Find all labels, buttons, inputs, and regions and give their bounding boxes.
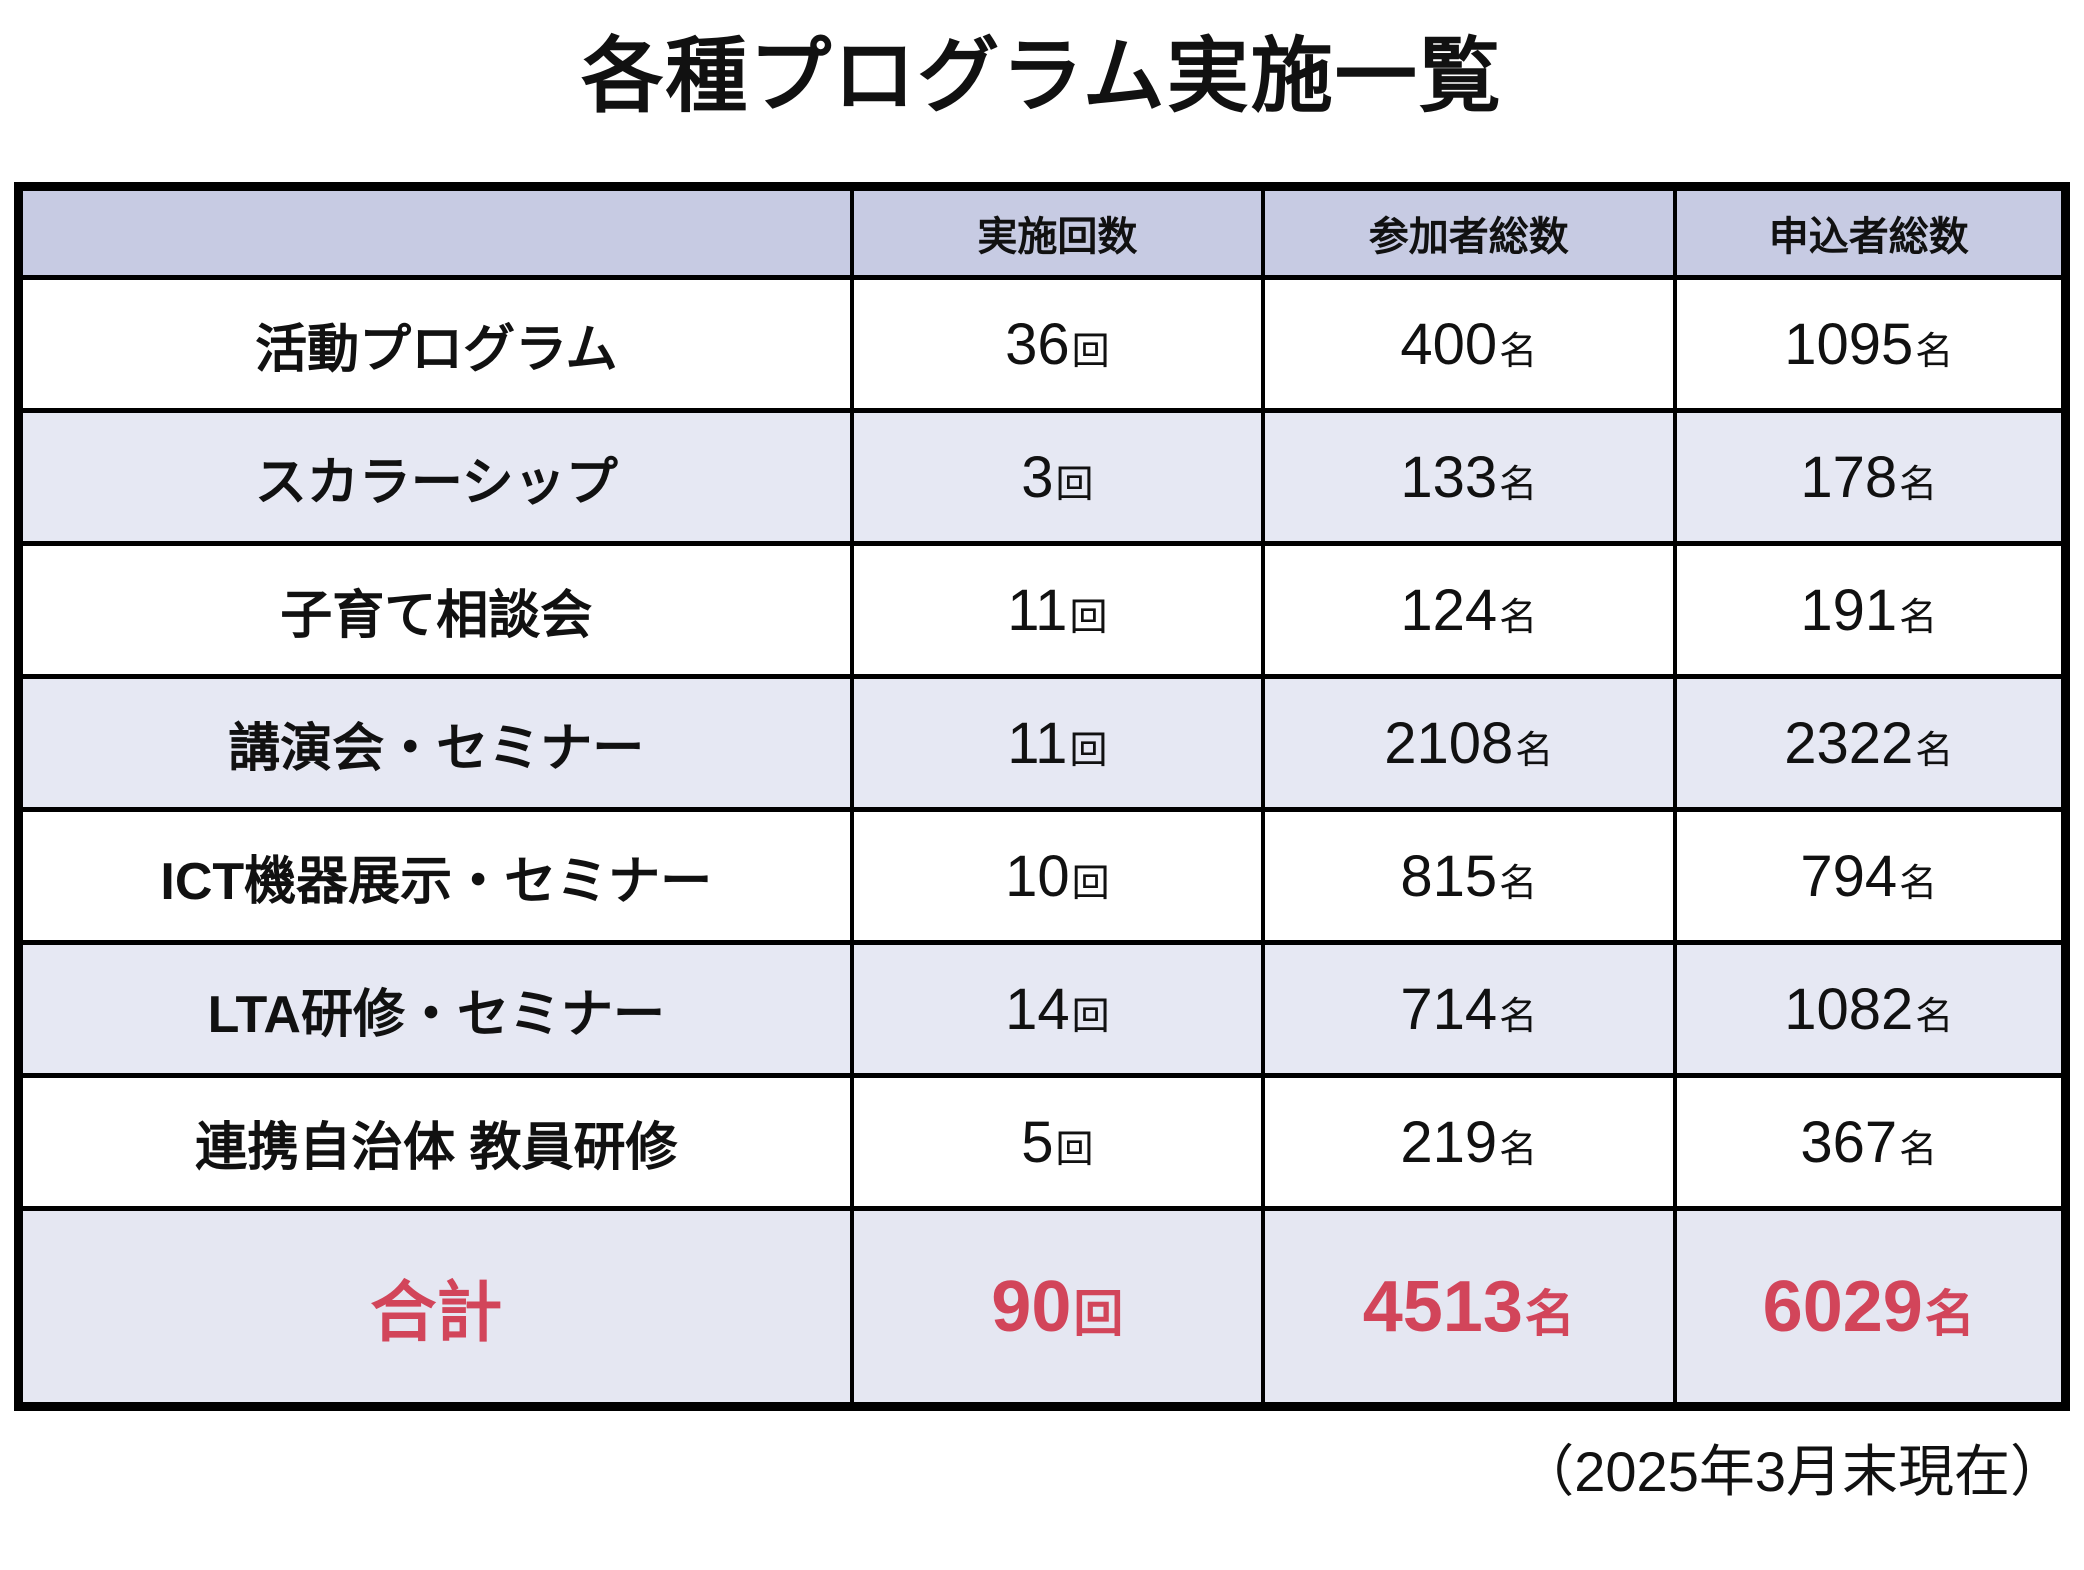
value-number: 794 <box>1800 843 1898 909</box>
value-unit: 名 <box>1899 1128 1938 1171</box>
value-number: 1082 <box>1784 976 1914 1042</box>
value-number: 191 <box>1800 577 1898 643</box>
table-row: ICT機器展示・セミナー 10回 815名 794名 <box>16 807 2068 946</box>
sessions-cell: 14回 <box>849 940 1266 1079</box>
value-unit: 回 <box>1055 1128 1094 1171</box>
column-header-sessions: 実施回数 <box>849 184 1266 281</box>
table-row: 連携自治体 教員研修 5回 219名 367名 <box>16 1073 2068 1212</box>
sessions-cell: 36回 <box>849 275 1266 414</box>
program-name: 活動プログラム <box>16 275 854 414</box>
value-unit: 名 <box>1499 995 1538 1038</box>
value-unit: 名 <box>1499 330 1538 373</box>
value-unit: 名 <box>1499 463 1538 506</box>
total-participants-cell: 4513名 <box>1261 1206 1677 1410</box>
value-unit: 名 <box>1915 995 1954 1038</box>
participants-cell: 714名 <box>1261 940 1677 1079</box>
value-unit: 回 <box>1071 330 1110 373</box>
page-title: 各種プログラム実施一覧 <box>581 31 1503 122</box>
column-header-applicants: 申込者総数 <box>1672 184 2068 281</box>
applicants-cell: 191名 <box>1672 541 2068 680</box>
sessions-cell: 11回 <box>849 674 1266 813</box>
value-number: 6029 <box>1762 1266 1923 1347</box>
applicants-cell: 178名 <box>1672 408 2068 547</box>
programs-table: 実施回数 参加者総数 申込者総数 活動プログラム 36回 400名 1095名 … <box>14 182 2070 1412</box>
total-label: 合計 <box>16 1206 854 1410</box>
program-name: 講演会・セミナー <box>16 674 854 813</box>
participants-cell: 400名 <box>1261 275 1677 414</box>
value-number: 14 <box>1005 976 1070 1042</box>
applicants-cell: 1095名 <box>1672 275 2068 414</box>
sessions-cell: 11回 <box>849 541 1266 680</box>
sessions-cell: 10回 <box>849 807 1266 946</box>
value-unit: 回 <box>1069 729 1108 772</box>
value-unit: 回 <box>1071 862 1110 905</box>
value-unit: 回 <box>1073 1285 1124 1342</box>
program-name: LTA研修・セミナー <box>16 940 854 1079</box>
value-number: 90 <box>991 1266 1072 1347</box>
table-row: 活動プログラム 36回 400名 1095名 <box>16 275 2068 414</box>
applicants-cell: 1082名 <box>1672 940 2068 1079</box>
value-unit: 名 <box>1915 729 1954 772</box>
table-row: 子育て相談会 11回 124名 191名 <box>16 541 2068 680</box>
value-unit: 回 <box>1071 995 1110 1038</box>
value-unit: 名 <box>1524 1285 1575 1342</box>
value-unit: 名 <box>1924 1285 1975 1342</box>
value-number: 2322 <box>1784 710 1914 776</box>
value-number: 400 <box>1400 311 1498 377</box>
value-number: 5 <box>1021 1109 1054 1175</box>
value-unit: 名 <box>1499 596 1538 639</box>
table-row: 講演会・セミナー 11回 2108名 2322名 <box>16 674 2068 813</box>
participants-cell: 815名 <box>1261 807 1677 946</box>
applicants-cell: 2322名 <box>1672 674 2068 813</box>
value-number: 714 <box>1400 976 1498 1042</box>
value-number: 2108 <box>1384 710 1514 776</box>
value-number: 178 <box>1800 444 1898 510</box>
value-unit: 名 <box>1899 596 1938 639</box>
value-number: 219 <box>1400 1109 1498 1175</box>
value-number: 11 <box>1007 710 1068 776</box>
value-number: 815 <box>1400 843 1498 909</box>
value-number: 124 <box>1400 577 1498 643</box>
total-sessions-cell: 90回 <box>849 1206 1266 1410</box>
value-unit: 名 <box>1899 463 1938 506</box>
value-number: 36 <box>1005 311 1070 377</box>
value-number: 1095 <box>1784 311 1914 377</box>
value-unit: 名 <box>1899 862 1938 905</box>
table-row: LTA研修・セミナー 14回 714名 1082名 <box>16 940 2068 1079</box>
program-name: ICT機器展示・セミナー <box>16 807 854 946</box>
table-header-row: 実施回数 参加者総数 申込者総数 <box>16 184 2068 281</box>
value-number: 133 <box>1400 444 1498 510</box>
total-applicants-cell: 6029名 <box>1672 1206 2068 1410</box>
as-of-date: （2025年3月末現在） <box>1518 1440 2066 1504</box>
value-number: 367 <box>1800 1109 1898 1175</box>
participants-cell: 219名 <box>1261 1073 1677 1212</box>
column-header-blank <box>16 184 854 281</box>
program-name: スカラーシップ <box>16 408 854 547</box>
participants-cell: 133名 <box>1261 408 1677 547</box>
participants-cell: 2108名 <box>1261 674 1677 813</box>
value-unit: 回 <box>1069 596 1108 639</box>
applicants-cell: 367名 <box>1672 1073 2068 1212</box>
value-unit: 名 <box>1499 862 1538 905</box>
value-number: 10 <box>1005 843 1070 909</box>
value-number: 3 <box>1021 444 1054 510</box>
value-unit: 名 <box>1515 729 1554 772</box>
program-name: 連携自治体 教員研修 <box>16 1073 854 1212</box>
participants-cell: 124名 <box>1261 541 1677 680</box>
column-header-participants: 参加者総数 <box>1261 184 1677 281</box>
table-row: スカラーシップ 3回 133名 178名 <box>16 408 2068 547</box>
sessions-cell: 5回 <box>849 1073 1266 1212</box>
program-name: 子育て相談会 <box>16 541 854 680</box>
value-unit: 名 <box>1499 1128 1538 1171</box>
applicants-cell: 794名 <box>1672 807 2068 946</box>
value-number: 11 <box>1007 577 1068 643</box>
sessions-cell: 3回 <box>849 408 1266 547</box>
value-unit: 回 <box>1055 463 1094 506</box>
value-unit: 名 <box>1915 330 1954 373</box>
table-total-row: 合計 90回 4513名 6029名 <box>16 1206 2068 1410</box>
value-number: 4513 <box>1362 1266 1523 1347</box>
